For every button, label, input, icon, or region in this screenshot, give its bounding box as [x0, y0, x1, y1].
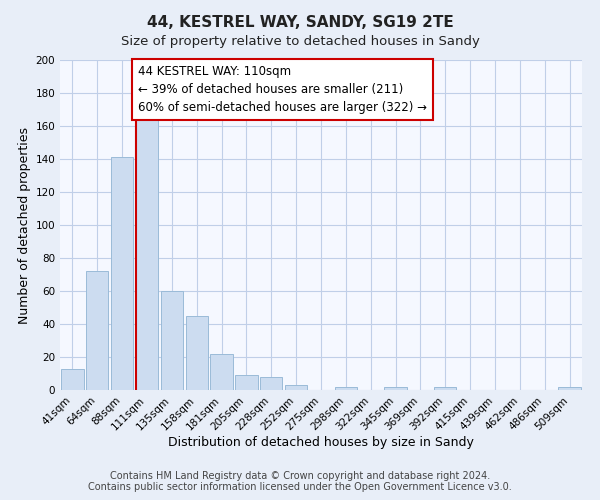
Bar — [434, 386, 457, 390]
Bar — [335, 386, 357, 390]
Bar — [161, 291, 183, 390]
Text: 44, KESTREL WAY, SANDY, SG19 2TE: 44, KESTREL WAY, SANDY, SG19 2TE — [146, 15, 454, 30]
Bar — [235, 375, 257, 390]
Bar — [136, 114, 158, 390]
Bar — [260, 377, 283, 390]
Bar — [285, 385, 307, 390]
Bar — [385, 386, 407, 390]
Bar — [61, 368, 83, 390]
Bar — [211, 354, 233, 390]
Bar — [111, 158, 133, 390]
Y-axis label: Number of detached properties: Number of detached properties — [18, 126, 31, 324]
X-axis label: Distribution of detached houses by size in Sandy: Distribution of detached houses by size … — [168, 436, 474, 449]
Bar — [86, 271, 109, 390]
Bar — [185, 316, 208, 390]
Text: Contains HM Land Registry data © Crown copyright and database right 2024.
Contai: Contains HM Land Registry data © Crown c… — [88, 471, 512, 492]
Text: 44 KESTREL WAY: 110sqm
← 39% of detached houses are smaller (211)
60% of semi-de: 44 KESTREL WAY: 110sqm ← 39% of detached… — [139, 65, 427, 114]
Text: Size of property relative to detached houses in Sandy: Size of property relative to detached ho… — [121, 35, 479, 48]
Bar — [559, 386, 581, 390]
